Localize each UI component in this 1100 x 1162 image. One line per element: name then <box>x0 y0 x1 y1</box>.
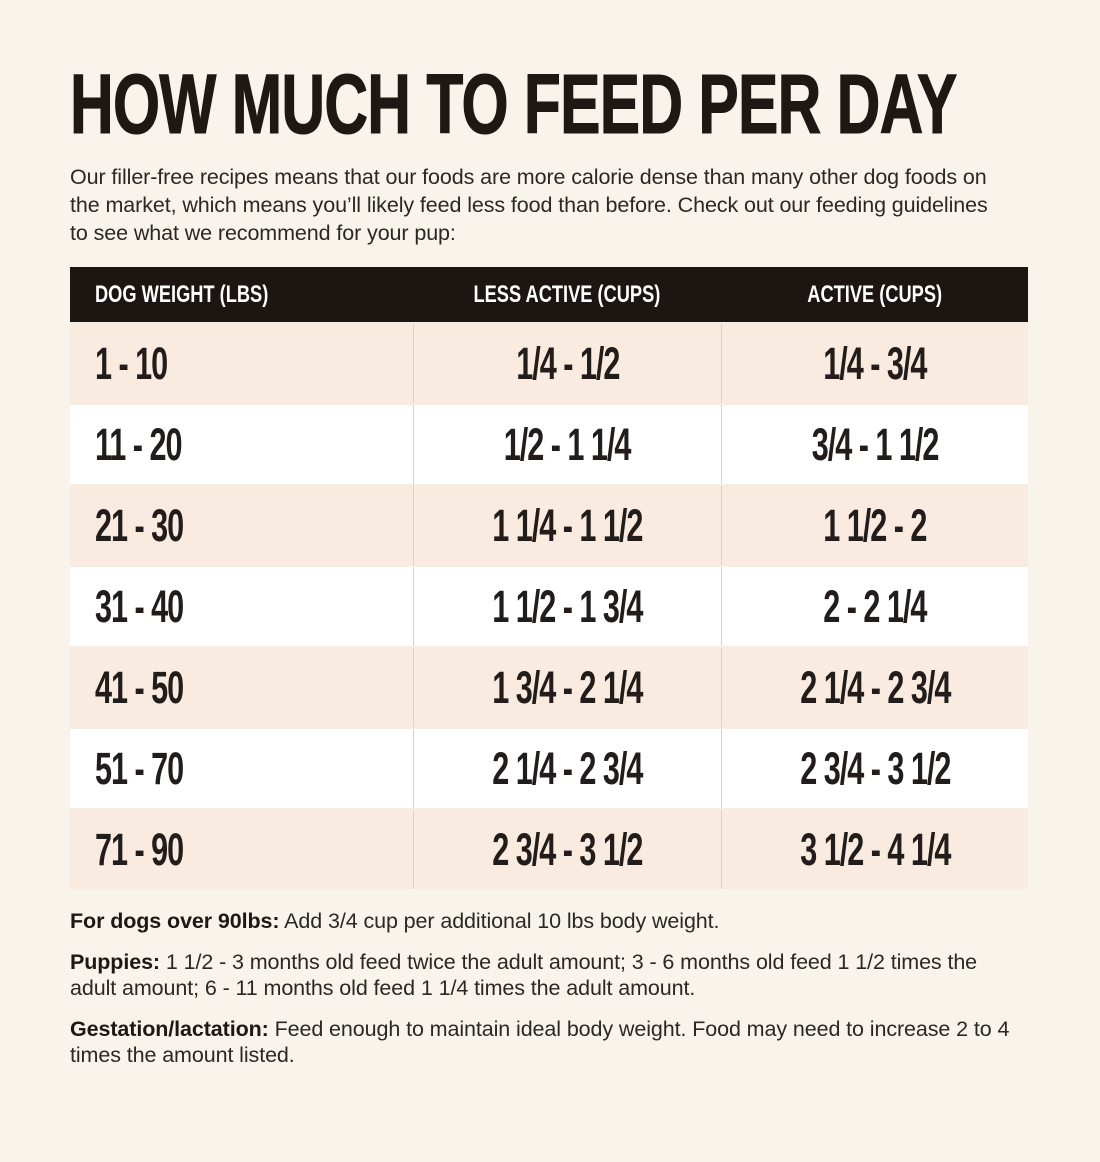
cell-active: 2 - 2 1/4 <box>721 567 1028 646</box>
cell-dog-weight: 51 - 70 <box>95 742 184 794</box>
footnotes: For dogs over 90lbs: Add 3/4 cup per add… <box>70 908 1010 1069</box>
note-text: Feed enough to maintain ideal body weigh… <box>70 1016 1010 1068</box>
cell-dog-weight: 11 - 20 <box>95 418 182 470</box>
cell-dog-weight: 21 - 30 <box>95 499 184 551</box>
cell-active: 3/4 - 1 1/2 <box>721 405 1028 484</box>
note-text: 1 1/2 - 3 months old feed twice the adul… <box>70 949 978 1001</box>
cell-active: 1 1/2 - 2 <box>721 486 1028 565</box>
cell-less-active: 1 3/4 - 2 1/4 <box>413 648 721 727</box>
column-header-dog-weight: DOG WEIGHT (LBS) <box>95 280 269 308</box>
table-row: 71 - 90 2 3/4 - 3 1/2 3 1/2 - 4 1/4 <box>70 808 1028 889</box>
page-title: HOW MUCH TO FEED PER DAY <box>70 57 1030 151</box>
table-row: 11 - 20 1/2 - 1 1/4 3/4 - 1 1/2 <box>70 403 1028 484</box>
note-puppies: Puppies: 1 1/2 - 3 months old feed twice… <box>70 949 1010 1002</box>
cell-active: 3 1/2 - 4 1/4 <box>721 810 1028 889</box>
note-label: Gestation/lactation: <box>70 1016 269 1041</box>
cell-less-active: 1/2 - 1 1/4 <box>413 405 721 484</box>
cell-less-active: 2 3/4 - 3 1/2 <box>413 810 721 889</box>
cell-dog-weight: 31 - 40 <box>95 580 184 632</box>
note-gestation-lactation: Gestation/lactation: Feed enough to main… <box>70 1016 1010 1069</box>
cell-less-active: 2 1/4 - 2 3/4 <box>413 729 721 808</box>
page-title-text: HOW MUCH TO FEED PER DAY <box>70 57 958 151</box>
cell-less-active: 1 1/2 - 1 3/4 <box>413 567 721 646</box>
cell-less-active: 1/4 - 1/2 <box>413 324 721 403</box>
cell-active: 1/4 - 3/4 <box>721 324 1028 403</box>
note-label: Puppies: <box>70 949 160 974</box>
table-header-row: DOG WEIGHT (LBS) LESS ACTIVE (CUPS) ACTI… <box>70 267 1028 322</box>
feeding-guide-card: HOW MUCH TO FEED PER DAY Our filler-free… <box>0 57 1100 1069</box>
cell-active: 2 3/4 - 3 1/2 <box>721 729 1028 808</box>
table-row: 51 - 70 2 1/4 - 2 3/4 2 3/4 - 3 1/2 <box>70 727 1028 808</box>
cell-less-active: 1 1/4 - 1 1/2 <box>413 486 721 565</box>
table-row: 31 - 40 1 1/2 - 1 3/4 2 - 2 1/4 <box>70 565 1028 646</box>
cell-dog-weight: 71 - 90 <box>95 823 184 875</box>
column-header-less-active: LESS ACTIVE (CUPS) <box>473 280 661 308</box>
table-row: 21 - 30 1 1/4 - 1 1/2 1 1/2 - 2 <box>70 484 1028 565</box>
column-header-active: ACTIVE (CUPS) <box>807 280 942 308</box>
note-text: Add 3/4 cup per additional 10 lbs body w… <box>284 909 720 933</box>
cell-dog-weight: 1 - 10 <box>95 337 168 389</box>
note-label: For dogs over 90lbs: <box>70 909 280 933</box>
feeding-table: DOG WEIGHT (LBS) LESS ACTIVE (CUPS) ACTI… <box>70 267 1028 889</box>
cell-dog-weight: 41 - 50 <box>95 661 184 713</box>
intro-text: Our filler-free recipes means that our f… <box>70 165 988 245</box>
table-row: 1 - 10 1/4 - 1/2 1/4 - 3/4 <box>70 322 1028 403</box>
note-over-90lbs: For dogs over 90lbs: Add 3/4 cup per add… <box>70 908 1010 935</box>
table-row: 41 - 50 1 3/4 - 2 1/4 2 1/4 - 2 3/4 <box>70 646 1028 727</box>
cell-active: 2 1/4 - 2 3/4 <box>721 648 1028 727</box>
